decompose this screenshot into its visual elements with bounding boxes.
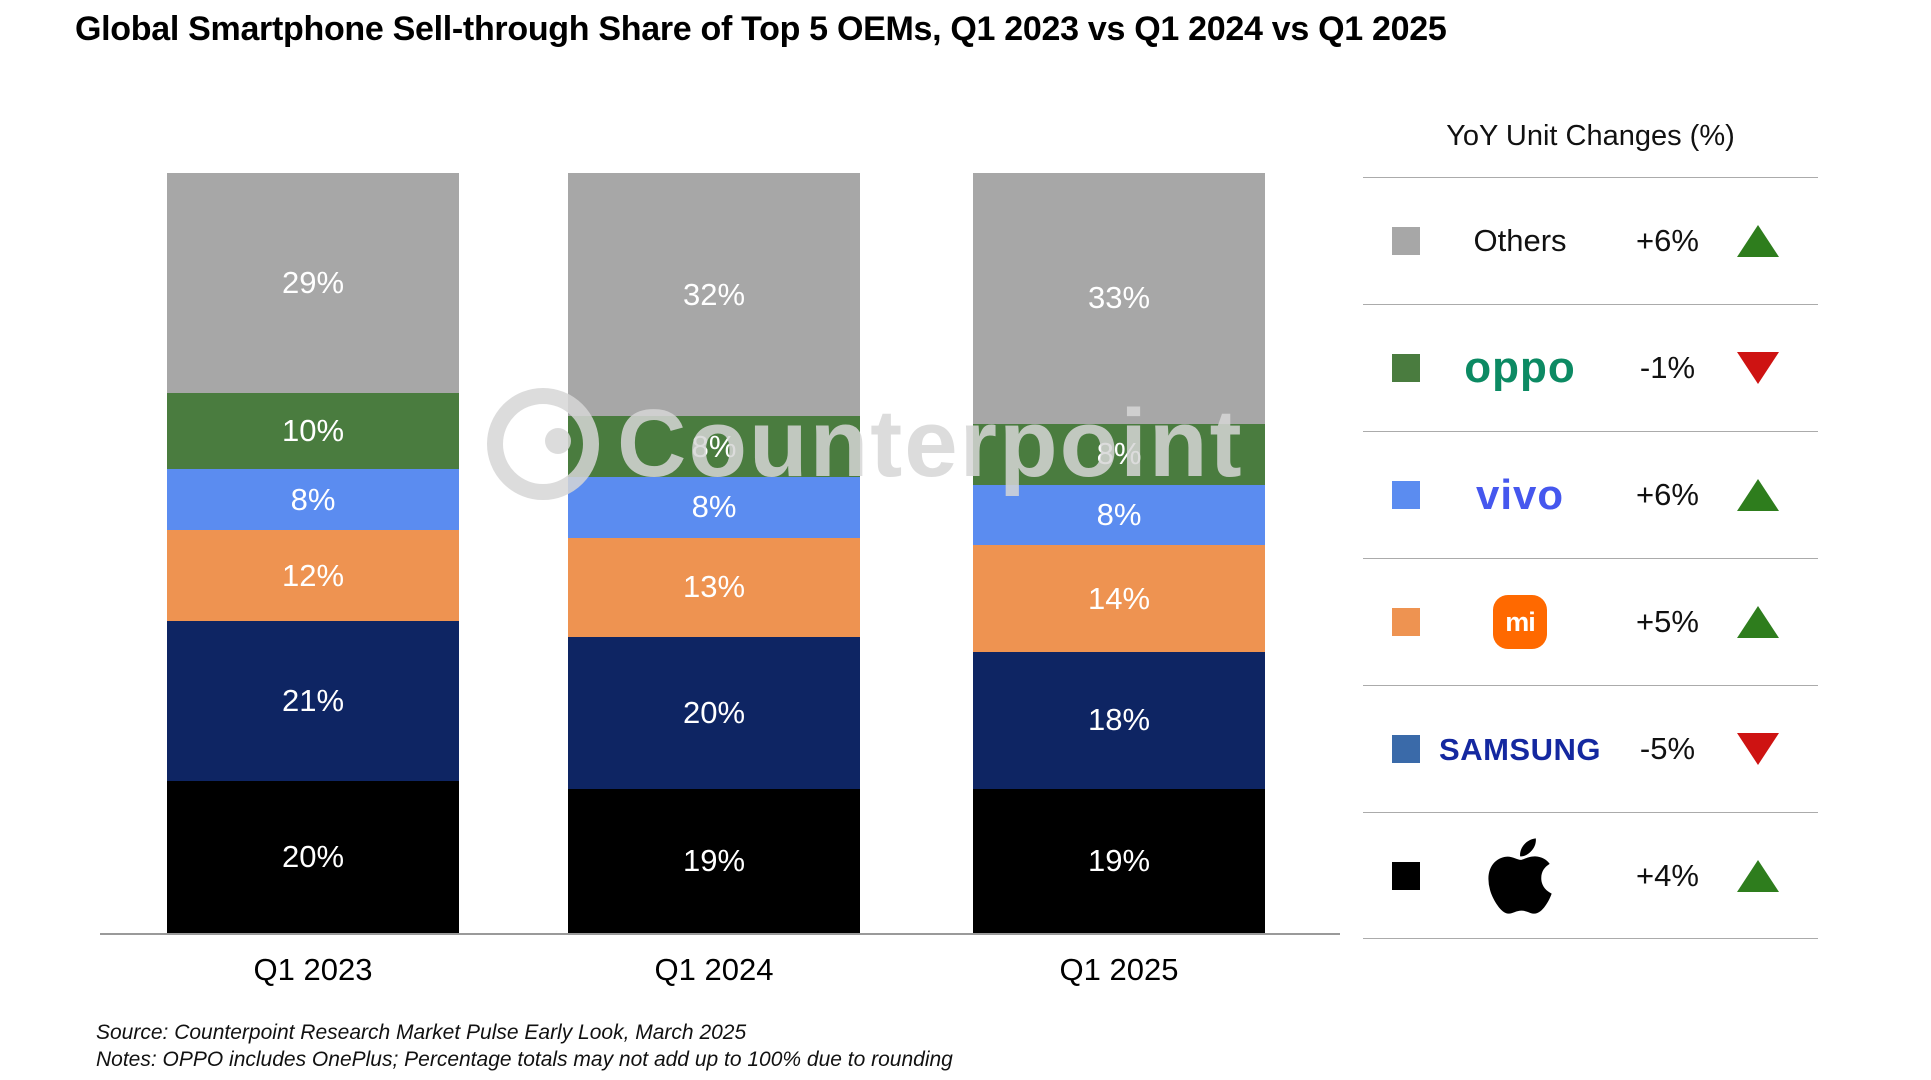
bar-q1-2024: 32% 8% 8% 13% 20% 19% [568, 173, 860, 933]
rounding-note: Notes: OPPO includes OnePlus; Percentage… [96, 1047, 953, 1071]
footnotes: Source: Counterpoint Research Market Pul… [96, 1020, 953, 1073]
legend-row-xiaomi: mi +5% [1363, 558, 1818, 685]
segment-label: 13% [682, 569, 746, 605]
legend-row-oppo: oppo -1% [1363, 304, 1818, 431]
source-note: Source: Counterpoint Research Market Pul… [96, 1021, 747, 1044]
oppo-color-swatch [1392, 354, 1420, 382]
x-axis-label-q1-2023: Q1 2023 [253, 952, 373, 987]
segment-vivo: 8% [167, 469, 459, 531]
segment-apple: 19% [568, 788, 860, 933]
segment-label: 20% [281, 838, 345, 874]
samsung-change-value: -5% [1639, 731, 1696, 766]
segment-label: 33% [1087, 280, 1151, 316]
vivo-logo: vivo [1475, 471, 1565, 518]
segment-label: 19% [1087, 842, 1151, 878]
legend-row-vivo: vivo +6% [1363, 431, 1818, 558]
segment-label: 20% [682, 694, 746, 730]
segment-apple: 20% [167, 780, 459, 933]
bar-q1-2023: 29% 10% 8% 12% 21% 20% [167, 173, 459, 933]
chart-title: Global Smartphone Sell-through Share of … [75, 10, 1447, 48]
trend-up-triangle-icon [1736, 225, 1779, 257]
trend-up-triangle-icon [1736, 859, 1779, 892]
yoy-legend: YoY Unit Changes (%) Others +6% oppo -1%… [1363, 95, 1818, 939]
vivo-change-value: +6% [1636, 477, 1699, 512]
segment-label: 8% [1096, 496, 1142, 532]
segment-samsung: 20% [568, 636, 860, 789]
xiaomi-color-swatch [1392, 608, 1420, 636]
others-label: Others [1473, 223, 1567, 258]
bar-q1-2025: 33% 8% 8% 14% 18% 19% [973, 173, 1265, 933]
legend-row-samsung: SAMSUNG -5% [1363, 685, 1818, 812]
segment-label: 32% [682, 276, 746, 312]
segment-samsung: 21% [167, 621, 459, 781]
segment-label: 14% [1087, 580, 1151, 616]
segment-label: 19% [682, 842, 746, 878]
legend-row-others: Others +6% [1363, 177, 1818, 304]
x-axis-label-q1-2024: Q1 2024 [654, 952, 774, 987]
apple-logo [1488, 837, 1552, 914]
xiaomi-change-value: +5% [1636, 604, 1699, 639]
segment-label: 8% [1096, 436, 1142, 472]
segment-xiaomi: 14% [973, 545, 1265, 652]
segment-samsung: 18% [973, 651, 1265, 789]
samsung-logo: SAMSUNG [1439, 731, 1601, 767]
legend-header: YoY Unit Changes (%) [1446, 119, 1735, 152]
segment-oppo: 8% [568, 416, 860, 477]
segment-xiaomi: 12% [167, 530, 459, 622]
segment-vivo: 8% [973, 484, 1265, 546]
segment-oppo: 8% [973, 423, 1265, 485]
x-axis-line [100, 933, 1340, 935]
x-axis-label-q1-2025: Q1 2025 [1059, 952, 1179, 987]
segment-oppo: 10% [167, 393, 459, 470]
oppo-logo: oppo [1464, 343, 1576, 392]
segment-others: 29% [167, 173, 459, 394]
apple-color-swatch [1392, 861, 1420, 890]
vivo-color-swatch [1392, 481, 1420, 509]
segment-label: 8% [691, 489, 737, 525]
segment-label: 21% [281, 683, 345, 719]
others-color-swatch [1392, 227, 1420, 255]
xiaomi-mi-logo: mi [1493, 595, 1547, 649]
segment-label: 8% [691, 428, 737, 464]
segment-others: 32% [568, 173, 860, 417]
segment-label: 10% [281, 413, 345, 449]
trend-up-triangle-icon [1736, 479, 1779, 511]
segment-vivo: 8% [568, 476, 860, 538]
trend-down-triangle-icon [1736, 733, 1779, 765]
segment-others: 33% [973, 173, 1265, 424]
oppo-change-value: -1% [1639, 350, 1696, 385]
segment-apple: 19% [973, 788, 1265, 933]
segment-label: 12% [281, 557, 345, 593]
trend-up-triangle-icon [1736, 606, 1779, 638]
others-change-value: +6% [1636, 223, 1699, 258]
segment-label: 29% [281, 265, 345, 301]
segment-xiaomi: 13% [568, 537, 860, 637]
trend-down-triangle-icon [1736, 352, 1779, 384]
segment-label: 18% [1087, 702, 1151, 738]
legend-row-apple: +4% [1363, 812, 1818, 939]
samsung-color-swatch [1392, 735, 1420, 763]
apple-change-value: +4% [1636, 857, 1699, 893]
mi-logo-text: mi [1505, 606, 1535, 637]
segment-label: 8% [290, 481, 336, 517]
